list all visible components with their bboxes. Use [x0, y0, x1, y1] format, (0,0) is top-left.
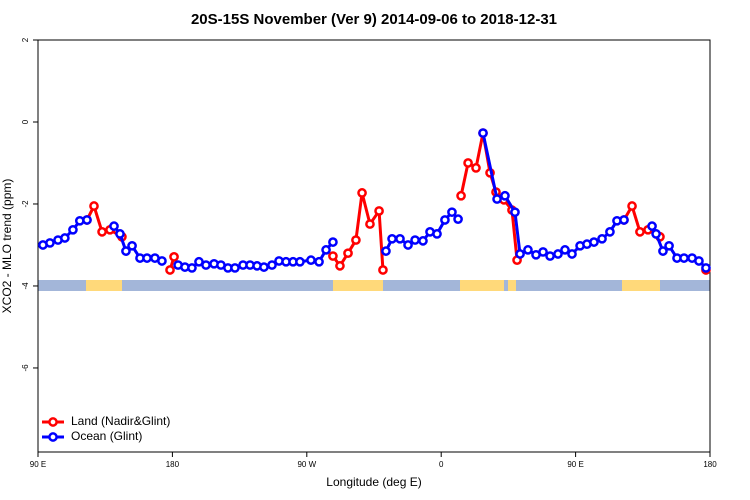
data-point — [651, 229, 661, 239]
data-point — [418, 236, 428, 246]
x-axis-label: Longitude (deg E) — [326, 475, 421, 489]
data-point — [471, 163, 481, 173]
x-tick-label: 0 — [439, 460, 444, 469]
data-point — [343, 248, 353, 259]
x-tick-label: 90 W — [297, 460, 316, 469]
data-point — [500, 190, 510, 201]
data-point — [295, 256, 305, 267]
data-point — [259, 262, 269, 272]
y-tick-label: -6 — [21, 364, 30, 372]
surface-strip — [38, 280, 710, 291]
land-band — [460, 280, 504, 291]
data-point — [374, 206, 384, 216]
legend-marker — [48, 432, 58, 442]
data-point — [560, 245, 570, 255]
data-point — [647, 221, 657, 231]
data-point — [306, 255, 316, 265]
plot-box — [37, 39, 711, 453]
data-point — [201, 260, 211, 270]
data-point — [701, 263, 711, 273]
data-point — [109, 221, 119, 231]
x-tick-label: 90 E — [30, 460, 46, 469]
data-point — [142, 253, 152, 263]
data-point — [410, 235, 420, 245]
data-point — [403, 240, 413, 250]
data-point — [658, 246, 668, 256]
data-point — [121, 246, 131, 256]
data-point — [89, 201, 99, 211]
data-point — [515, 249, 525, 259]
data-point — [157, 256, 167, 266]
chart-title: 20S-15S November (Ver 9) 2014-09-06 to 2… — [191, 11, 557, 28]
data-point — [679, 253, 689, 263]
data-point — [328, 237, 338, 247]
data-point — [187, 263, 197, 273]
data-point — [567, 249, 577, 259]
data-point — [115, 229, 125, 239]
data-point — [664, 240, 674, 251]
y-axis-label: XCO2 - MLO trend (ppm) — [0, 179, 14, 314]
data-point — [627, 201, 637, 211]
data-point — [605, 227, 615, 237]
data-point — [165, 265, 175, 275]
data-point — [492, 194, 502, 204]
data-point — [553, 249, 563, 259]
y-tick-label: -4 — [21, 282, 30, 290]
data-point — [478, 128, 488, 138]
data-point — [378, 265, 388, 275]
data-point — [68, 224, 78, 235]
data-point — [381, 246, 391, 256]
x-tick-label: 180 — [166, 460, 180, 469]
legend-label: Ocean (Glint) — [71, 429, 142, 443]
data-point — [619, 215, 629, 225]
data-point — [463, 158, 473, 168]
data-point — [45, 238, 55, 248]
land-band — [508, 280, 516, 291]
data-point — [321, 245, 331, 255]
data-point — [523, 245, 533, 255]
data-point — [357, 188, 367, 198]
land-band — [622, 280, 660, 291]
data-point — [538, 247, 548, 257]
data-point — [169, 252, 179, 262]
data-point — [365, 219, 375, 229]
data-point — [447, 207, 457, 218]
land-band — [333, 280, 383, 291]
data-point — [395, 233, 405, 244]
data-point — [545, 251, 555, 261]
land-band — [86, 280, 122, 291]
legend-marker — [48, 417, 58, 427]
data-point — [267, 260, 277, 270]
data-point — [335, 261, 345, 271]
data-point — [440, 215, 450, 225]
data-point — [127, 240, 137, 251]
data-point — [82, 215, 92, 225]
data-point — [453, 214, 463, 224]
x-tick-label: 90 E — [567, 460, 583, 469]
data-point — [230, 263, 240, 273]
data-point — [97, 227, 107, 237]
data-point — [328, 251, 338, 261]
y-tick-label: 0 — [21, 119, 30, 124]
series-line — [87, 133, 706, 270]
series-line — [42, 132, 708, 270]
data-point — [597, 233, 607, 244]
data-point — [694, 256, 704, 266]
data-point — [60, 233, 70, 243]
data-point — [589, 237, 599, 247]
data-point — [635, 227, 645, 237]
data-point — [432, 229, 442, 239]
data-point — [456, 190, 466, 201]
data-point — [387, 233, 397, 244]
data-point — [510, 207, 520, 218]
x-tick-label: 180 — [703, 460, 717, 469]
y-tick-label: 2 — [21, 37, 30, 42]
data-point — [314, 256, 324, 267]
data-point — [351, 235, 361, 245]
legend-label: Land (Nadir&Glint) — [71, 414, 170, 428]
y-tick-label: -2 — [21, 200, 30, 208]
